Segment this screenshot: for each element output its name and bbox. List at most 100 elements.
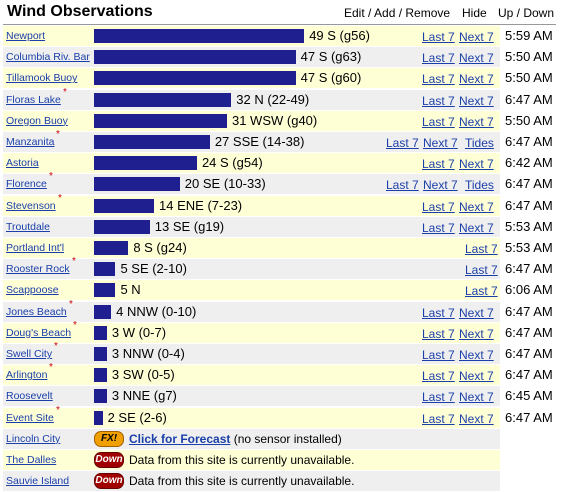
next-7-link[interactable]: Next 7 [459,199,494,214]
last-7-link[interactable]: Last 7 [386,136,419,150]
wind-reading: 47 S (g60) [300,70,362,86]
station-row: Columbia Riv. Bar 47 S (g63) Last 7 Next 7 5… [3,47,553,68]
observation-time: 5:53 AM [505,240,553,255]
station-row: Floras Lake * 32 N (22-49) Last 7 Next 7 6:47… [3,86,553,110]
station-row: Astoria 24 S (g54) Last 7 Next 7 6:42 AM [3,153,553,174]
wind-reading: 20 SE (10-33) [184,176,266,192]
station-name-link[interactable]: Troutdale [6,220,50,233]
station-name-link[interactable]: Tillamook Buoy [6,72,78,85]
last-7-link[interactable]: Last 7 [386,178,419,193]
station-row: Manzanita * 27 SSE (14-38) Last 7 Next 7 Tide… [3,129,553,152]
last-7-link[interactable]: Last 7 [422,305,455,320]
next-7-link[interactable]: Next 7 [459,348,494,362]
last-7-link[interactable]: Last 7 [422,411,455,426]
next-7-link[interactable]: Next 7 [459,93,494,108]
next-7-link[interactable]: Next 7 [459,305,494,320]
unavailable-message: Data from this site is currently unavail… [129,453,355,467]
wind-reading: 8 S (g24) [133,240,187,255]
station-name-link[interactable]: Swell City [6,348,53,360]
next-7-link[interactable]: Next 7 [459,72,494,87]
station-star-marker: * [58,192,62,204]
next-7-link[interactable]: Next 7 [459,326,494,341]
observation-time: 6:47 AM [505,346,553,361]
station-row-unavailable: Lincoln City FX! Click for Forecast (no se… [3,428,500,449]
last-7-link[interactable]: Last 7 [422,114,455,129]
station-name-link[interactable]: Columbia Riv. Bar [6,51,90,64]
hide-link[interactable]: Hide [462,6,487,20]
last-7-link[interactable]: Last 7 [422,199,455,214]
next-7-link[interactable]: Next 7 [423,136,458,150]
station-name-link[interactable]: Lincoln City [6,432,61,445]
station-row: Event Site * 2 SE (2-6) Last 7 Next 7 6:47 AM [3,405,553,428]
last-7-link[interactable]: Last 7 [465,263,498,278]
station-name-link[interactable]: Newport [6,30,46,42]
up-down-link[interactable]: Up / Down [498,6,555,20]
wind-reading: 5 N [120,282,141,298]
next-7-link[interactable]: Next 7 [459,411,494,426]
station-name-link[interactable]: Manzanita [6,136,55,148]
last-7-link[interactable]: Last 7 [422,348,455,362]
last-7-link[interactable]: Last 7 [422,51,455,66]
station-name-link[interactable]: Stevenson [6,199,56,212]
last-7-link[interactable]: Last 7 [422,220,455,235]
last-7-link[interactable]: Last 7 [422,326,455,341]
station-name-link[interactable]: Portland Int'l [6,242,65,254]
last-7-link[interactable]: Last 7 [422,93,455,108]
station-down-badge-icon: Down [94,473,124,490]
observation-time: 5:50 AM [505,70,553,86]
next-7-link[interactable]: Next 7 [459,369,494,384]
station-name-link[interactable]: Scappoose [6,284,59,297]
wind-reading: 5 SE (2-10) [120,261,187,277]
last-7-link[interactable]: Last 7 [465,242,498,256]
last-7-link[interactable]: Last 7 [422,30,455,44]
last-7-link[interactable]: Last 7 [422,390,455,405]
wind-reading: 49 S (g56) [309,28,370,43]
wind-reading: 27 SSE (14-38) [214,134,305,149]
next-7-link[interactable]: Next 7 [459,157,494,172]
station-row: Stevenson * 14 ENE (7-23) Last 7 Next 7 6:47 … [3,192,553,216]
station-row: Doug's Beach * 3 W (0-7) Last 7 Next 7 6:47 A… [3,320,553,343]
station-name-link[interactable]: Rooster Rock [6,263,70,276]
wind-speed-bar [94,92,232,107]
station-row: Scappoose 5 N Last 7 6:06 AM [3,280,553,301]
last-7-link[interactable]: Last 7 [465,284,498,299]
next-7-link[interactable]: Next 7 [423,178,458,193]
wind-speed-bar [94,71,296,86]
station-name-link[interactable]: Astoria [6,157,39,170]
station-name-link[interactable]: Event Site [6,411,54,424]
station-name-link[interactable]: The Dalles [6,454,57,466]
station-name-link[interactable]: Jones Beach [6,305,67,318]
forecast-note: (no sensor installed) [230,431,342,446]
station-star-marker: * [49,171,53,183]
station-name-link[interactable]: Oregon Buoy [6,114,68,127]
last-7-link[interactable]: Last 7 [422,157,455,172]
station-name-link[interactable]: Floras Lake [6,93,61,106]
edit-add-remove-link[interactable]: Edit / Add / Remove [344,6,451,20]
next-7-link[interactable]: Next 7 [459,51,494,66]
last-7-link[interactable]: Last 7 [422,72,455,87]
station-name-link[interactable]: Roosevelt [6,390,53,403]
station-star-marker: * [56,129,60,140]
wind-speed-bar [94,50,296,65]
station-star-marker: * [49,362,53,374]
station-down-badge-icon: Down [94,452,124,468]
tides-link[interactable]: Tides [465,178,494,193]
next-7-link[interactable]: Next 7 [459,220,494,235]
station-name-link[interactable]: Doug's Beach [6,326,72,339]
last-7-link[interactable]: Last 7 [422,369,455,384]
observation-time: 6:47 AM [505,197,553,213]
station-name-link[interactable]: Sauvie Island [6,475,70,488]
observation-time: 5:50 AM [505,112,553,128]
station-name-link[interactable]: Arlington [6,369,48,382]
next-7-link[interactable]: Next 7 [459,114,494,129]
observation-time: 5:59 AM [505,28,553,43]
wind-speed-bar [94,347,107,361]
click-for-forecast-link[interactable]: Click for Forecast [129,431,231,446]
station-name-link[interactable]: Florence [6,178,47,191]
next-7-link[interactable]: Next 7 [459,30,494,44]
wind-speed-bar [94,113,227,128]
tides-link[interactable]: Tides [465,136,494,150]
station-star-marker: * [63,86,67,98]
wind-speed-bar [94,177,180,192]
next-7-link[interactable]: Next 7 [459,390,494,405]
